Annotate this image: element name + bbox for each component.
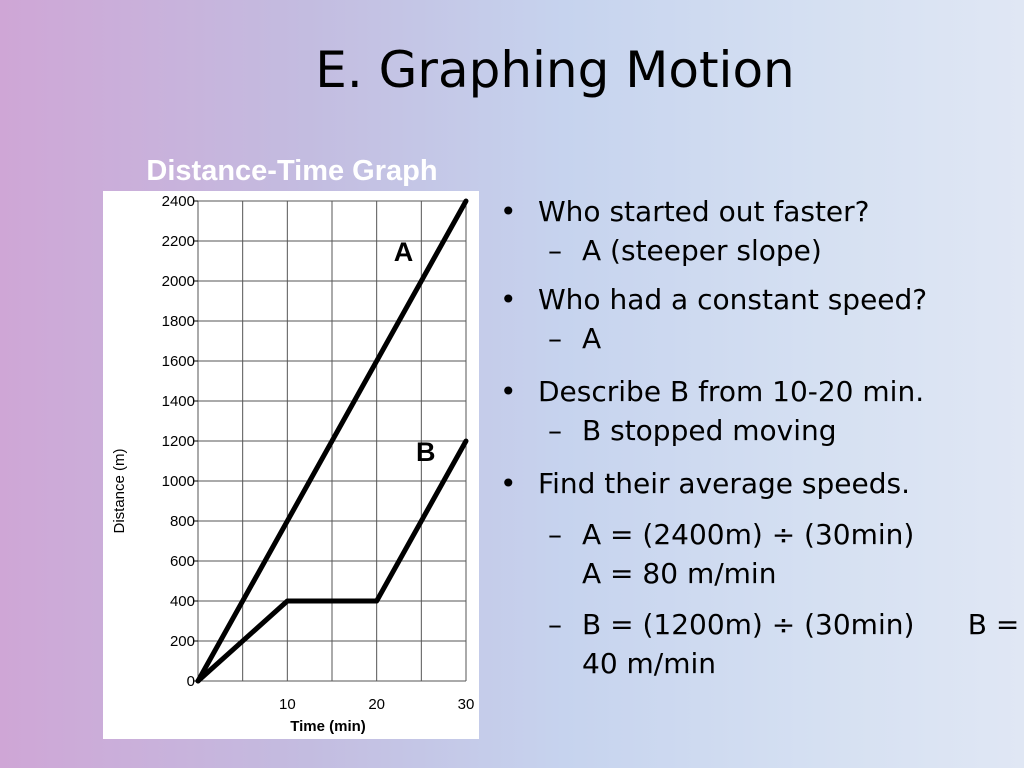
chart-title: Distance-Time Graph <box>146 155 438 187</box>
x-tick-label: 20 <box>368 696 385 713</box>
bullet-question-1: Who started out faster? <box>500 192 1020 231</box>
y-tick-label: 0 <box>187 673 195 690</box>
dash: – <box>548 518 562 551</box>
x-tick-label: 30 <box>458 696 475 713</box>
answer-1-text: A (steeper slope) <box>582 234 822 267</box>
chart-series: AB <box>195 198 469 684</box>
slide-title: E. Graphing Motion <box>315 41 795 99</box>
series-label-a: A <box>394 237 414 267</box>
distance-time-chart: 0 200 400 600 800 1000 1200 1400 1600 1800 2000 220… <box>111 193 474 735</box>
dash: – <box>548 322 562 355</box>
x-tick-label: 10 <box>279 696 296 713</box>
answer-5-line-2: 40 m/min <box>582 647 717 680</box>
series-label-b: B <box>416 437 436 467</box>
y-tick-label: 2400 <box>162 193 195 210</box>
y-tick-label: 2000 <box>162 273 195 290</box>
series-line-a <box>195 198 469 684</box>
chart-panel: 0 200 400 600 800 1000 1200 1400 1600 1800 2000 220… <box>103 191 479 739</box>
y-tick-label: 1000 <box>162 473 195 490</box>
y-tick-label: 1200 <box>162 433 195 450</box>
y-tick-labels: 0 200 400 600 800 1000 1200 1400 1600 1800 2000 220… <box>162 193 195 690</box>
answer-4-line-1: A = (2400m) ÷ (30min) <box>582 518 915 551</box>
x-axis-label: Time (min) <box>290 718 366 735</box>
x-tick-labels: 10 20 30 <box>279 696 474 713</box>
y-tick-label: 800 <box>170 513 195 530</box>
sub-answer-1: – A (steeper slope) <box>500 231 1020 270</box>
y-tick-label: 400 <box>170 593 195 610</box>
sub-answer-2: – A <box>500 319 1020 358</box>
answer-4-line-2: A = 80 m/min <box>582 557 777 590</box>
answer-3-text: B stopped moving <box>582 414 837 447</box>
y-tick-label: 2200 <box>162 233 195 250</box>
y-axis-label: Distance (m) <box>111 448 128 533</box>
dash: – <box>548 608 562 641</box>
sub-answer-5: – B = (1200m) ÷ (30min) B = 40 m/min <box>500 605 1020 683</box>
y-tick-label: 200 <box>170 633 195 650</box>
y-tick-label: 1800 <box>162 313 195 330</box>
bullet-question-3: Describe B from 10-20 min. <box>500 372 1020 411</box>
answer-5-line-1: B = (1200m) ÷ (30min) B = <box>582 608 1020 641</box>
y-tick-label: 1600 <box>162 353 195 370</box>
sub-answer-4: – A = (2400m) ÷ (30min) A = 80 m/min <box>500 515 1020 593</box>
bullet-question-2: Who had a constant speed? <box>500 280 1020 319</box>
dash: – <box>548 234 562 267</box>
series-line-b <box>195 438 469 684</box>
sub-answer-3: – B stopped moving <box>500 411 1020 450</box>
bullet-question-4: Find their average speeds. <box>500 464 1020 503</box>
dash: – <box>548 414 562 447</box>
y-tick-label: 600 <box>170 553 195 570</box>
y-tick-label: 1400 <box>162 393 195 410</box>
answer-2-text: A <box>582 322 602 355</box>
bullet-list: Who started out faster? –A (steeper slop… <box>500 192 1020 683</box>
